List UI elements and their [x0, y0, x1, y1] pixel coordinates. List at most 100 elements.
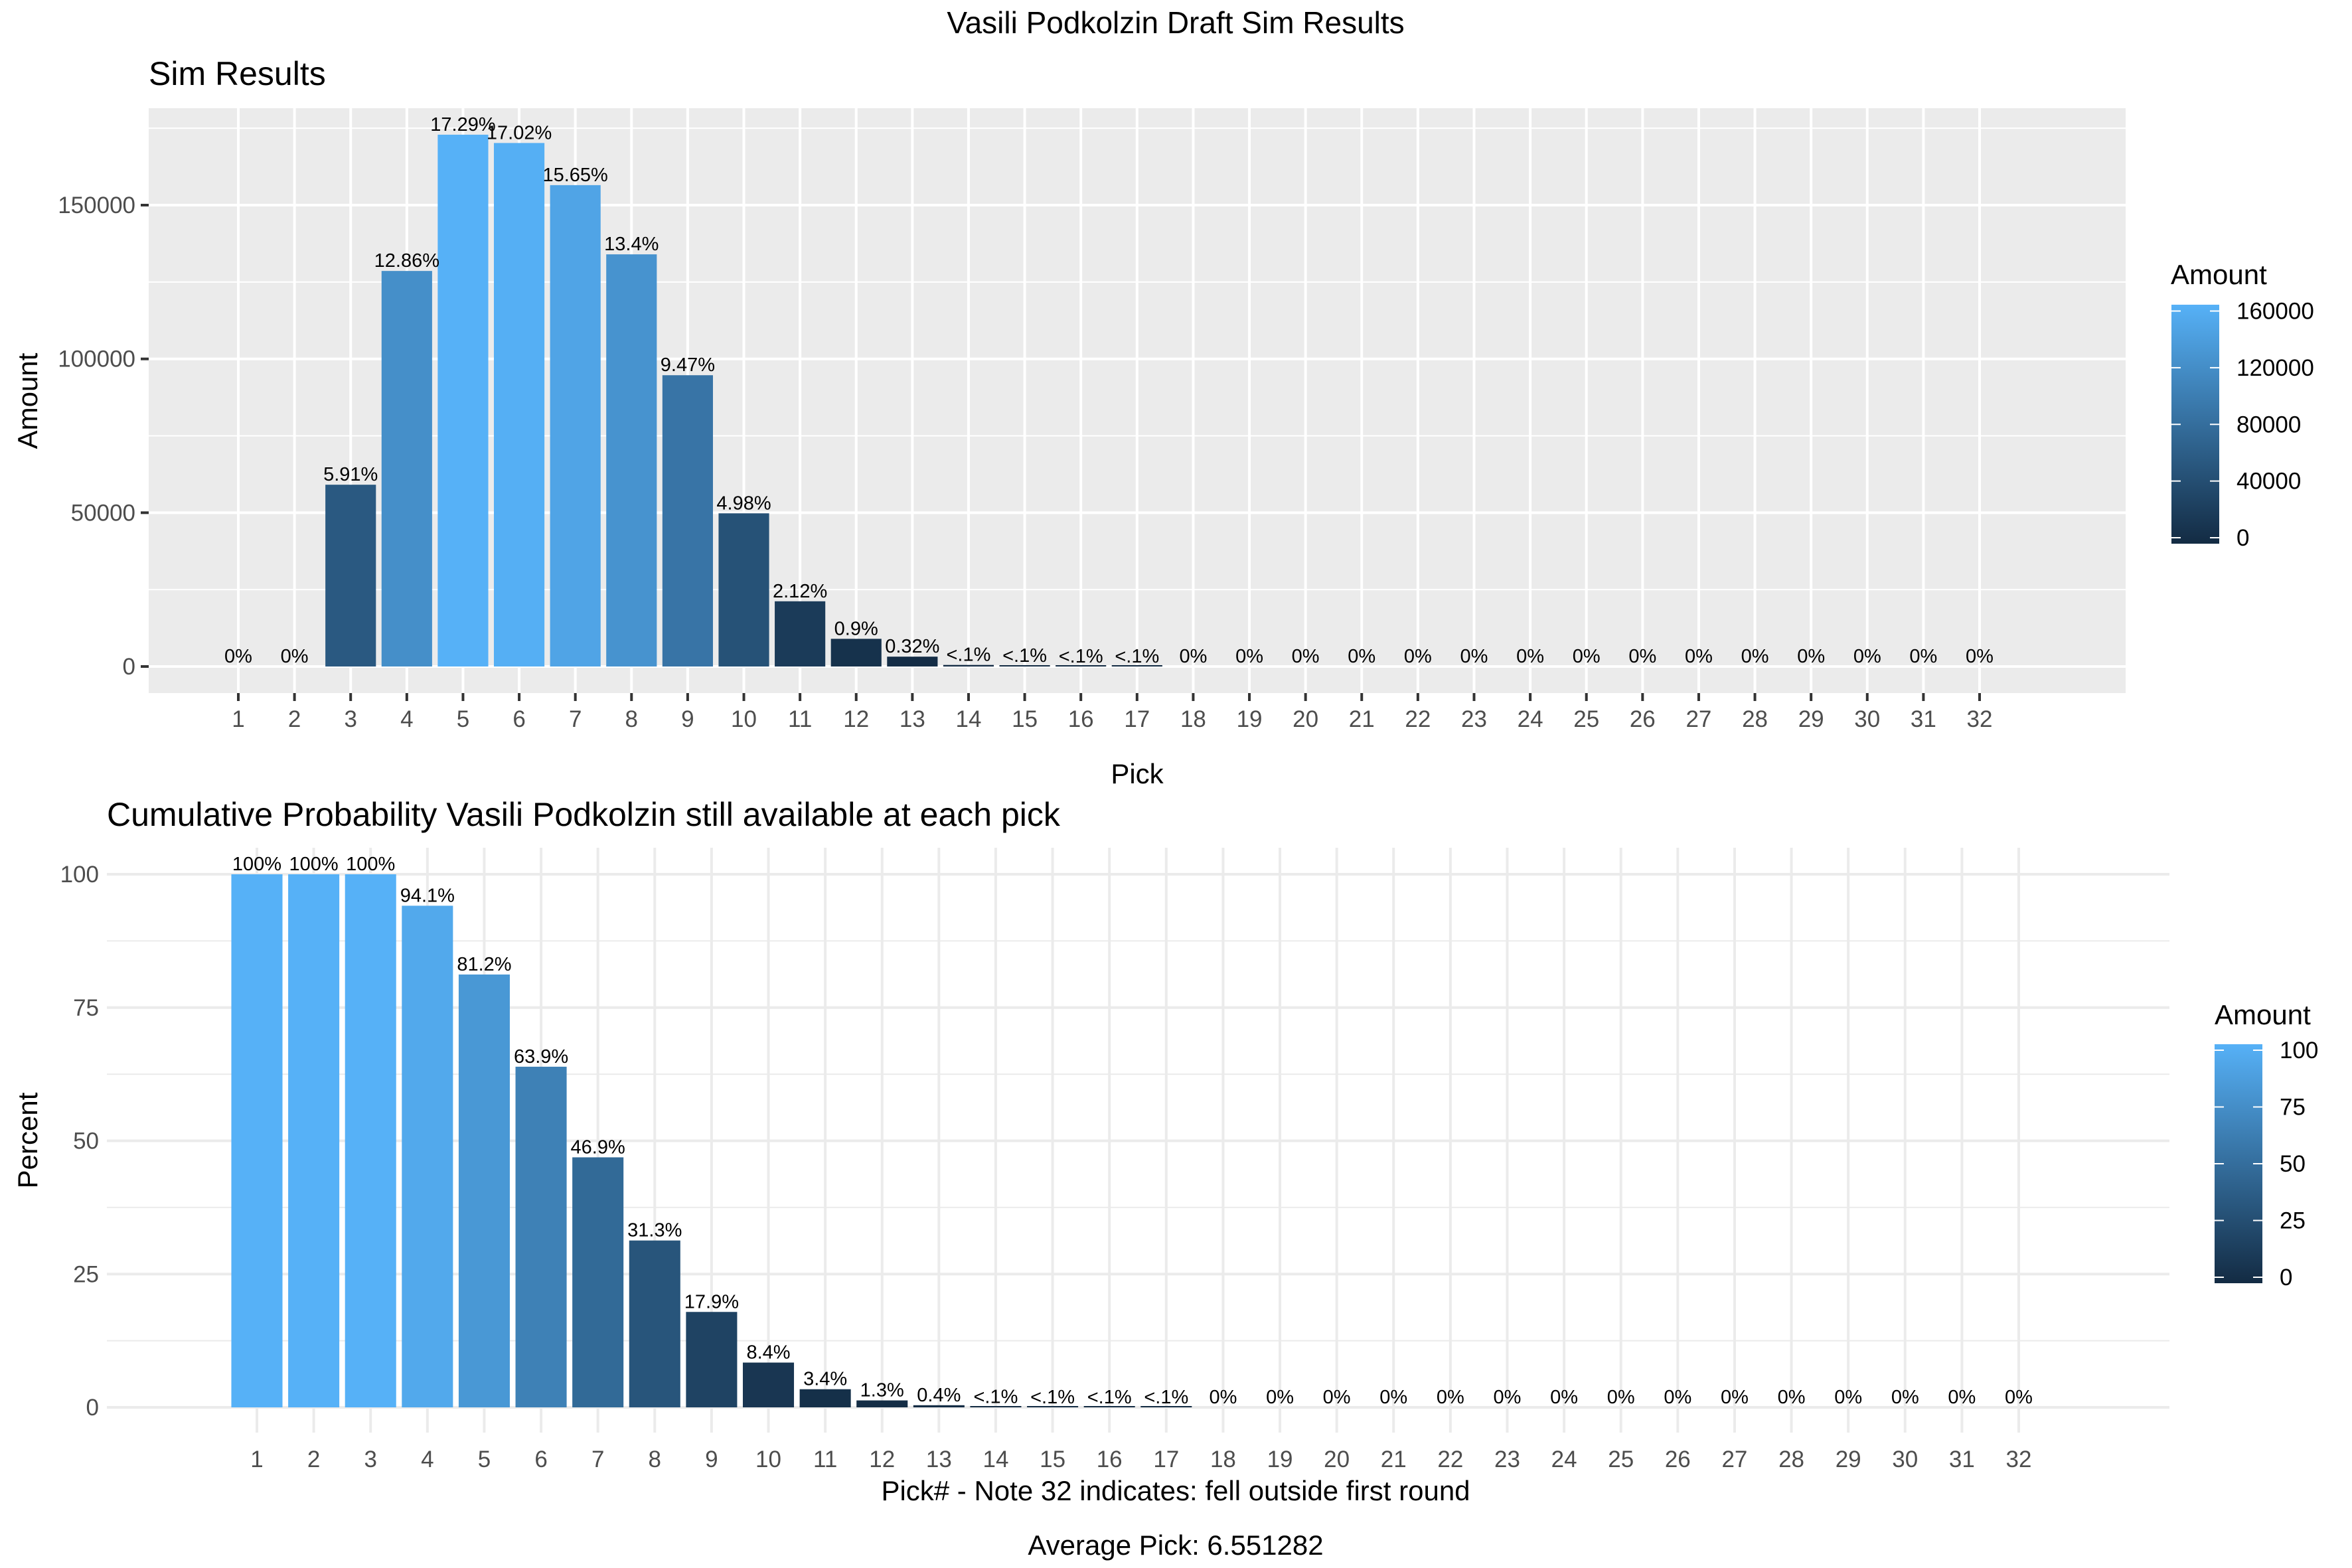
- x-tick-label: 23: [1494, 1447, 1520, 1472]
- bar-pick-7: [550, 185, 601, 667]
- y-tick-label: 50: [73, 1129, 99, 1154]
- y-axis-title: Amount: [12, 353, 43, 449]
- bar-pick-1: [231, 874, 283, 1407]
- color-legend: Amount 0 25 50 75 100: [2215, 999, 2318, 1291]
- x-tick-label: 29: [1836, 1447, 1861, 1472]
- y-axis: 0 50000 100000 150000: [58, 193, 149, 680]
- bar-label: 2.12%: [773, 581, 827, 602]
- x-tick-label: 10: [755, 1447, 781, 1472]
- legend-title: Amount: [2215, 999, 2311, 1030]
- bar-label: 0%: [1741, 646, 1769, 667]
- x-tick-label: 16: [1068, 706, 1094, 732]
- bar-pick-13: [887, 657, 938, 666]
- x-tick-label: 8: [649, 1447, 661, 1472]
- x-tick-label: 13: [900, 706, 925, 732]
- legend-tick-label: 25: [2280, 1208, 2306, 1234]
- legend-tick-label: 75: [2280, 1095, 2306, 1121]
- bar-pick-4: [381, 271, 432, 666]
- bar-label: 17.29%: [430, 114, 495, 135]
- bar-pick-17: [1111, 665, 1162, 666]
- chart-cumulative-probability: Cumulative Probability Vasili Podkolzin …: [12, 796, 2318, 1506]
- bar-label: 0%: [1948, 1387, 1976, 1408]
- bar-label: 46.9%: [571, 1137, 625, 1158]
- average-pick-caption: Average Pick: 6.551282: [1028, 1529, 1323, 1561]
- bar-pick-3: [345, 874, 396, 1407]
- x-axis-title: Pick# - Note 32 indicates: fell outside …: [881, 1475, 1470, 1506]
- bar-label: 81.2%: [457, 954, 511, 975]
- bar-label: 5.91%: [323, 464, 378, 485]
- bar-label: <.1%: [1087, 1387, 1132, 1408]
- x-tick-label: 27: [1686, 706, 1711, 732]
- x-tick-label: 12: [869, 1447, 895, 1472]
- bars: [231, 874, 1192, 1407]
- x-tick-label: 17: [1124, 706, 1150, 732]
- bar-label: 0%: [1494, 1387, 1522, 1408]
- bar-label: <.1%: [947, 645, 991, 666]
- bar-label: 0%: [224, 646, 252, 667]
- x-tick-label: 11: [813, 1447, 837, 1472]
- bar-label: 0%: [1235, 646, 1263, 667]
- bar-label: 0%: [1607, 1387, 1635, 1408]
- x-tick-label: 2: [307, 1447, 320, 1472]
- x-axis-title: Pick: [1111, 758, 1164, 789]
- bar-label: 0%: [1516, 646, 1544, 667]
- x-axis: 1 2 3 4 5 6 7 8 9 10 11 12 13 14 15 16 17 18 19 20 21 22 23 24 2…: [250, 1447, 2031, 1472]
- bar-label: 12.86%: [374, 250, 439, 272]
- x-tick-label: 32: [2006, 1447, 2032, 1472]
- bar-label: <.1%: [974, 1386, 1018, 1407]
- legend-tick-label: 50: [2280, 1151, 2306, 1177]
- bar-label: 0%: [1909, 646, 1937, 667]
- bar-label: 0%: [1628, 646, 1656, 667]
- bar-label: 15.65%: [542, 165, 607, 186]
- x-tick-label: 19: [1237, 706, 1263, 732]
- legend-tick-label: 100: [2280, 1038, 2318, 1063]
- bar-pick-6: [493, 143, 545, 666]
- legend-title: Amount: [2171, 259, 2267, 290]
- bar-pick-9: [686, 1312, 738, 1407]
- x-tick-label: 3: [364, 1447, 376, 1472]
- bars: [325, 134, 1162, 667]
- bar-label: 0%: [1834, 1387, 1862, 1408]
- x-tick-label: 13: [926, 1447, 952, 1472]
- bar-label: 9.47%: [661, 354, 715, 376]
- x-tick-label: 17: [1153, 1447, 1179, 1472]
- figure-title: Vasili Podkolzin Draft Sim Results: [947, 5, 1404, 40]
- bar-label: 1.3%: [860, 1380, 904, 1401]
- bar-label: 0%: [1550, 1387, 1578, 1408]
- bar-label: 0.9%: [834, 618, 878, 639]
- x-tick-label: 31: [1911, 706, 1936, 732]
- y-tick-label: 75: [73, 995, 99, 1021]
- legend-tick-label: 80000: [2236, 412, 2301, 437]
- x-tick-label: 31: [1949, 1447, 1975, 1472]
- x-tick-label: 20: [1293, 706, 1318, 732]
- bar-label: 0%: [1292, 646, 1320, 667]
- bar-label: 0%: [1797, 646, 1825, 667]
- bar-pick-6: [515, 1066, 567, 1407]
- bar-pick-7: [572, 1157, 624, 1407]
- legend-tick-label: 160000: [2236, 299, 2314, 325]
- legend-tick-label: 120000: [2236, 355, 2314, 381]
- x-tick-label: 15: [1012, 706, 1038, 732]
- bar-label: 17.02%: [487, 122, 552, 143]
- x-tick-label: 14: [955, 706, 981, 732]
- x-tick-label: 24: [1518, 706, 1543, 732]
- chart-sim-results: Sim Results 0% 0% 5.91% 12.86% 17.29%17.02% 1…: [12, 55, 2314, 789]
- x-tick-label: 6: [512, 706, 525, 732]
- bar-pick-8: [606, 254, 657, 667]
- bar-pick-2: [288, 874, 340, 1407]
- bar-label: 0%: [1891, 1387, 1919, 1408]
- x-tick-label: 4: [400, 706, 413, 732]
- bar-pick-16: [1083, 1406, 1135, 1407]
- bar-label: 0%: [1721, 1387, 1749, 1408]
- bar-pick-11: [799, 1389, 851, 1407]
- x-tick-label: 22: [1405, 706, 1431, 732]
- bar-label: 0%: [1323, 1387, 1351, 1408]
- x-tick-label: 30: [1892, 1447, 1918, 1472]
- y-tick-label: 100000: [58, 347, 135, 372]
- x-tick-label: 29: [1798, 706, 1824, 732]
- bar-label: 17.9%: [684, 1291, 739, 1312]
- x-tick-label: 18: [1210, 1447, 1236, 1472]
- y-tick-label: 100: [60, 862, 99, 888]
- bar-label: <.1%: [1030, 1387, 1075, 1408]
- bar-label: <.1%: [1115, 646, 1159, 667]
